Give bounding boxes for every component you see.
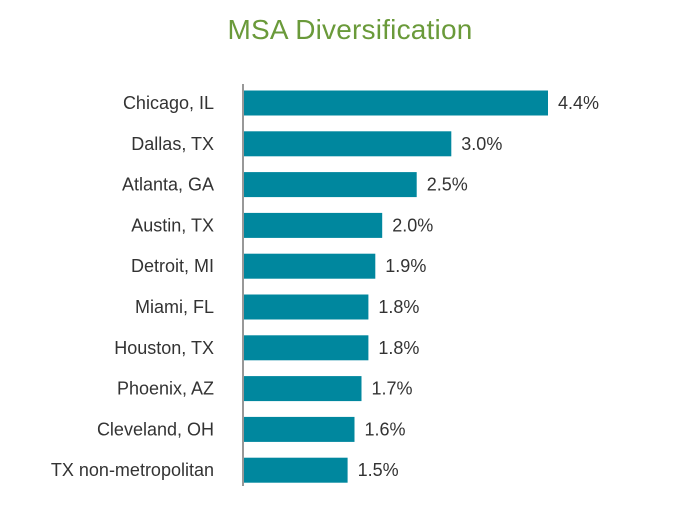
bar-0 [244,90,548,116]
category-label-7: Phoenix, AZ [117,379,214,399]
bar-6 [244,335,369,361]
category-label-5: Miami, FL [135,297,214,317]
value-label-9: 1.5% [358,460,399,480]
bar-8 [244,416,355,442]
bar-3 [244,212,383,238]
bar-4 [244,253,376,279]
value-label-6: 1.8% [378,338,419,358]
value-label-1: 3.0% [461,134,502,154]
value-label-0: 4.4% [558,93,599,113]
value-label-3: 2.0% [392,215,433,235]
bar-7 [244,376,362,402]
bar-2 [244,172,417,198]
value-label-2: 2.5% [427,175,468,195]
bars-layer: Chicago, IL 4.4% Dallas, TX 3.0% Atlanta, GA… [51,90,599,483]
value-label-5: 1.8% [378,297,419,317]
bar-5 [244,294,369,320]
value-label-4: 1.9% [385,256,426,276]
category-label-2: Atlanta, GA [122,175,214,195]
category-label-9: TX non-metropolitan [51,460,214,480]
category-label-0: Chicago, IL [123,93,214,113]
chart-title: MSA Diversification [227,14,473,45]
category-label-6: Houston, TX [114,338,214,358]
bar-1 [244,131,452,157]
bar-9 [244,457,348,483]
category-label-4: Detroit, MI [131,256,214,276]
category-label-8: Cleveland, OH [97,419,214,439]
value-label-8: 1.6% [365,419,406,439]
category-label-3: Austin, TX [131,215,214,235]
category-label-1: Dallas, TX [131,134,214,154]
value-label-7: 1.7% [372,379,413,399]
